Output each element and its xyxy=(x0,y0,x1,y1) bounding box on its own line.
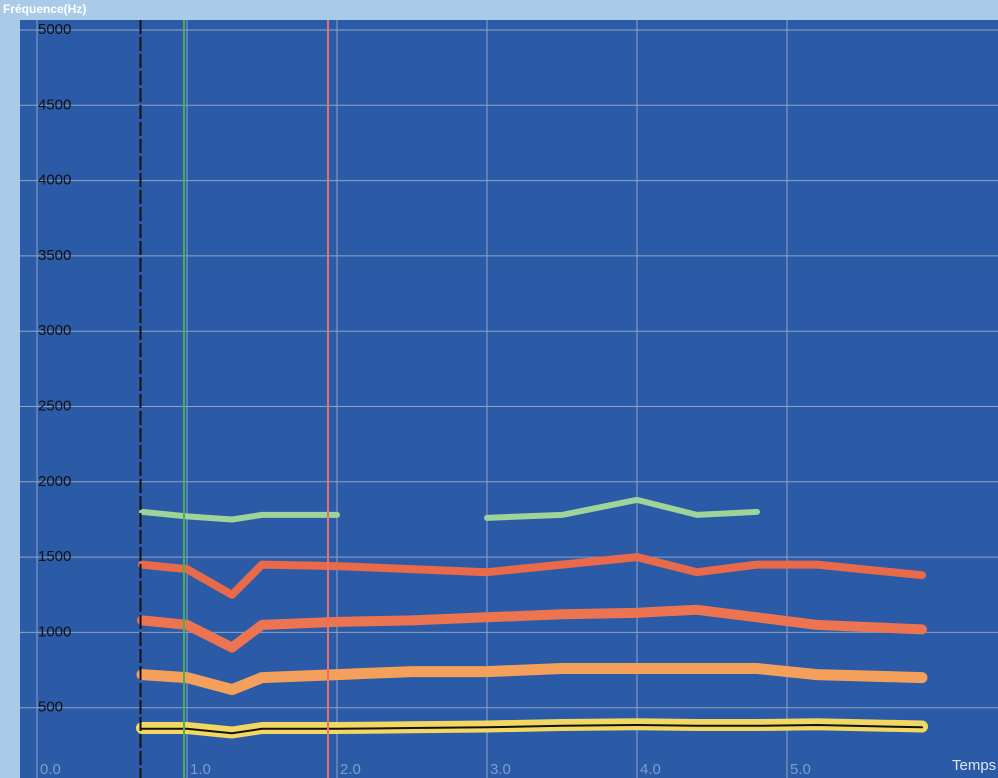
y-tick-label: 500 xyxy=(38,699,63,716)
formant-track xyxy=(138,553,926,599)
x-tick-label: 1.0 xyxy=(190,761,211,778)
x-tick-label: 0.0 xyxy=(40,761,61,778)
formant-track xyxy=(139,496,760,523)
y-tick-label: 4500 xyxy=(38,96,71,113)
y-tick-label: 5000 xyxy=(38,21,71,38)
plot-layer xyxy=(20,20,998,778)
y-tick-label: 3500 xyxy=(38,247,71,264)
x-tick-label: 3.0 xyxy=(490,761,511,778)
y-tick-label: 1500 xyxy=(38,548,71,565)
y-tick-label: 2500 xyxy=(38,397,71,414)
formant-track xyxy=(136,663,928,696)
x-tick-label: 4.0 xyxy=(640,761,661,778)
chart-title: Fréquence(Hz) xyxy=(3,2,86,16)
plot-area xyxy=(20,20,998,778)
y-tick-label: 1000 xyxy=(38,623,71,640)
y-tick-label: 4000 xyxy=(38,172,71,189)
y-tick-label: 2000 xyxy=(38,473,71,490)
y-tick-label: 3000 xyxy=(38,322,71,339)
x-tick-label: 5.0 xyxy=(790,761,811,778)
x-tick-label: 2.0 xyxy=(340,761,361,778)
formant-track xyxy=(141,724,923,735)
formant-track xyxy=(137,604,927,653)
x-axis-label: Temps xyxy=(952,757,996,774)
